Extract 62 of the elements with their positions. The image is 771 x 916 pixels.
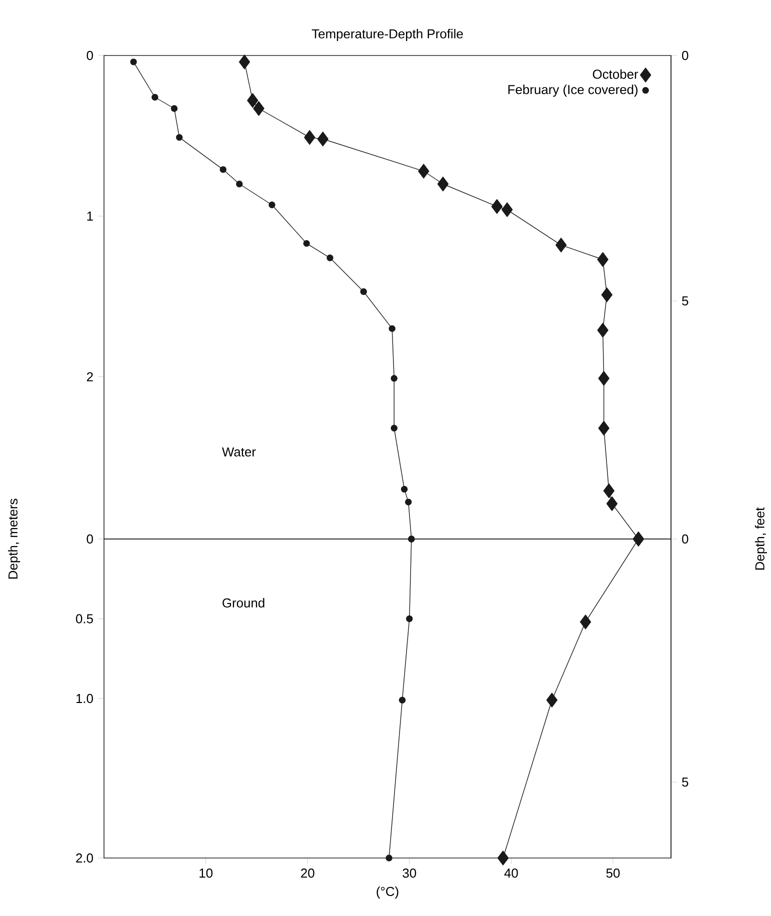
y-tick-label: 1.0 xyxy=(76,694,93,704)
y-tick-label: 1 xyxy=(87,212,93,221)
y-tick-label: 2.0 xyxy=(76,853,93,863)
point xyxy=(303,240,310,247)
point xyxy=(390,375,398,382)
point xyxy=(176,134,183,141)
point xyxy=(406,615,413,622)
y2-tick-label: 0 xyxy=(682,534,688,544)
y-tick-label: 0.5 xyxy=(76,614,93,624)
x-tick-label: 50 xyxy=(606,868,620,878)
point xyxy=(491,199,502,214)
point xyxy=(317,132,328,146)
x-tick-label: 20 xyxy=(300,868,314,878)
point xyxy=(606,496,618,512)
point xyxy=(388,325,396,332)
point xyxy=(580,614,591,630)
point xyxy=(398,696,406,704)
point xyxy=(390,424,398,432)
y2-tick-label: 0 xyxy=(682,50,688,60)
legend-label: October xyxy=(592,69,638,79)
y2-axis-title: Depth, feet xyxy=(754,507,767,570)
legend-label: February (Ice covered) xyxy=(508,84,638,97)
point xyxy=(386,854,392,862)
point xyxy=(252,101,264,116)
point xyxy=(555,238,567,252)
point xyxy=(268,202,276,208)
point xyxy=(151,94,158,101)
point xyxy=(603,483,614,498)
y-axis-title: Depth, meters xyxy=(8,498,20,579)
point xyxy=(238,54,250,70)
point xyxy=(501,202,513,218)
y2-tick-label: 5 xyxy=(682,296,688,306)
point xyxy=(437,176,448,192)
point xyxy=(598,371,610,386)
point xyxy=(418,164,430,178)
point xyxy=(597,322,608,338)
point xyxy=(404,498,412,506)
point xyxy=(546,692,558,708)
point xyxy=(360,288,367,295)
point xyxy=(597,252,608,267)
point xyxy=(598,420,610,436)
point xyxy=(601,287,612,302)
y-tick-label: 2 xyxy=(86,372,93,382)
y-tick-label: 0 xyxy=(86,50,93,60)
point xyxy=(400,486,408,493)
x-tick-label: 30 xyxy=(402,868,416,878)
y2-tick-label: 5 xyxy=(682,778,688,787)
point xyxy=(130,58,137,66)
chart-title: Temperature-Depth Profile xyxy=(312,28,463,41)
y-tick-label: 0 xyxy=(86,534,93,544)
x-tick-label: 10 xyxy=(199,868,212,878)
point xyxy=(497,850,509,866)
x-tick-label: 40 xyxy=(504,868,518,878)
point xyxy=(170,105,178,112)
point xyxy=(246,93,258,108)
point xyxy=(326,254,334,262)
point xyxy=(304,130,316,145)
annotation: Ground xyxy=(222,598,264,608)
point xyxy=(236,180,243,188)
point xyxy=(220,166,226,173)
x-axis-title: (°C) xyxy=(376,886,398,899)
annotation: Water xyxy=(222,447,256,456)
